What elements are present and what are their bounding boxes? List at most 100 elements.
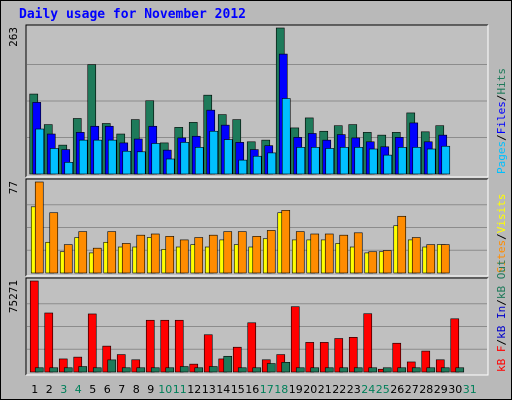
bar-sites-day-1 xyxy=(34,181,44,274)
legend-entry: kB F xyxy=(495,346,508,373)
bar-sites-day-16 xyxy=(252,236,262,274)
panel-kbytes-ymax-label: 75271 xyxy=(7,280,20,313)
bar-kb-out-day-26 xyxy=(397,367,407,373)
bar-pages-day-17 xyxy=(267,152,277,175)
bar-kb-out-day-4 xyxy=(78,366,88,373)
bar-pages-day-25 xyxy=(383,154,393,175)
bar-kb-f-day-30 xyxy=(450,318,460,373)
bar-kb-f-day-1 xyxy=(29,280,39,373)
bar-sites-day-11 xyxy=(179,239,189,274)
x-tick-label-day-27: 27 xyxy=(405,383,419,396)
x-tick-label-day-7: 7 xyxy=(118,383,125,396)
x-tick-label-day-2: 2 xyxy=(46,383,53,396)
bar-kb-out-day-3 xyxy=(63,367,73,373)
bar-kb-out-day-7 xyxy=(121,367,131,373)
bar-kb-f-day-23 xyxy=(348,337,358,373)
x-tick-label-day-13: 13 xyxy=(202,383,216,396)
bar-kb-out-day-30 xyxy=(455,367,465,373)
panel-visits-sites-light-edge xyxy=(26,179,489,277)
x-tick-label-day-10: 10 xyxy=(158,383,172,396)
bar-kb-f-day-9 xyxy=(145,319,155,373)
bar-sites-day-18 xyxy=(281,210,291,274)
bar-sites-day-25 xyxy=(382,250,392,274)
panel-visits-sites-ymax-label: 77 xyxy=(7,181,20,194)
bar-kb-out-day-8 xyxy=(136,367,146,373)
bar-kb-out-day-29 xyxy=(440,367,450,373)
bar-pages-day-2 xyxy=(49,148,59,175)
bar-pages-day-3 xyxy=(64,162,74,175)
x-tick-label-day-24: 24 xyxy=(361,383,375,396)
bar-sites-day-17 xyxy=(266,230,276,274)
bar-kb-f-day-22 xyxy=(334,338,344,373)
legend-entry: / xyxy=(495,339,508,346)
bar-pages-day-27 xyxy=(412,147,422,175)
x-tick-label-day-5: 5 xyxy=(89,383,96,396)
bar-pages-day-5 xyxy=(93,139,103,175)
bar-kb-f-day-6 xyxy=(102,345,112,373)
bar-kb-out-day-16 xyxy=(252,367,262,373)
x-tick-label-day-17: 17 xyxy=(260,383,274,396)
bar-kb-out-day-2 xyxy=(49,367,59,373)
panel-visits-sites-legend: Sites/Visits xyxy=(495,194,508,274)
bar-pages-day-23 xyxy=(354,147,364,175)
bar-kb-out-day-27 xyxy=(411,367,421,373)
bar-kb-out-day-24 xyxy=(368,367,378,373)
panel-hits-files-pages-legend: Pages/Files/Hits xyxy=(495,68,508,174)
legend-entry: / xyxy=(495,233,508,240)
bar-kb-f-day-28 xyxy=(421,350,431,373)
bar-kb-f-day-20 xyxy=(305,342,315,373)
bar-kb-f-day-29 xyxy=(435,359,445,373)
bar-sites-day-26 xyxy=(397,215,407,274)
x-tick-label-day-16: 16 xyxy=(245,383,259,396)
x-tick-label-day-23: 23 xyxy=(347,383,361,396)
bar-kb-out-day-5 xyxy=(92,367,102,373)
bar-pages-day-9 xyxy=(151,143,161,175)
bar-sites-day-2 xyxy=(49,212,59,274)
x-tick-label-day-1: 1 xyxy=(31,383,38,396)
bar-pages-day-13 xyxy=(209,130,219,175)
legend-entry: Hits xyxy=(495,68,508,95)
bar-kb-f-day-5 xyxy=(87,313,97,373)
bar-pages-day-16 xyxy=(252,155,262,175)
x-tick-label-day-8: 8 xyxy=(133,383,140,396)
bar-kb-out-day-21 xyxy=(324,367,334,373)
bar-kb-out-day-15 xyxy=(237,367,247,373)
bar-pages-day-6 xyxy=(107,139,117,175)
bar-kb-f-day-24 xyxy=(363,313,373,373)
x-tick-label-day-30: 30 xyxy=(448,383,462,396)
bar-sites-day-15 xyxy=(237,231,247,274)
bar-sites-day-8 xyxy=(136,234,146,274)
x-tick-label-day-29: 29 xyxy=(434,383,448,396)
x-tick-label-day-28: 28 xyxy=(419,383,433,396)
bar-kb-f-day-2 xyxy=(44,312,54,373)
x-tick-label-day-18: 18 xyxy=(274,383,288,396)
legend-entry: / xyxy=(495,95,508,102)
legend-entry: Visits xyxy=(495,194,508,234)
bar-pages-day-26 xyxy=(397,147,407,175)
x-tick-label-day-6: 6 xyxy=(104,383,111,396)
bar-sites-day-14 xyxy=(223,231,233,274)
bar-pages-day-8 xyxy=(136,151,146,175)
panel-kbytes-light-edge xyxy=(26,278,489,376)
bar-sites-day-13 xyxy=(208,234,218,274)
bar-pages-day-24 xyxy=(368,148,378,175)
bar-kb-out-day-9 xyxy=(150,367,160,373)
bar-kb-out-day-14 xyxy=(223,355,233,373)
bar-sites-day-6 xyxy=(107,231,117,274)
bar-kb-f-day-15 xyxy=(232,346,242,373)
bar-sites-day-4 xyxy=(78,231,88,274)
x-tick-label-day-21: 21 xyxy=(318,383,332,396)
bar-pages-day-20 xyxy=(310,147,320,175)
bar-pages-day-11 xyxy=(180,142,190,175)
bar-kb-f-day-4 xyxy=(73,356,83,373)
bar-sites-day-12 xyxy=(194,237,204,274)
bar-pages-day-1 xyxy=(35,128,45,175)
bar-kb-out-day-12 xyxy=(194,367,204,373)
bar-kb-f-day-10 xyxy=(160,319,170,373)
bar-kb-out-day-28 xyxy=(426,367,436,373)
x-tick-label-day-9: 9 xyxy=(147,383,154,396)
x-tick-label-day-20: 20 xyxy=(303,383,317,396)
bar-sites-day-29 xyxy=(440,244,450,274)
x-tick-label-day-15: 15 xyxy=(231,383,245,396)
